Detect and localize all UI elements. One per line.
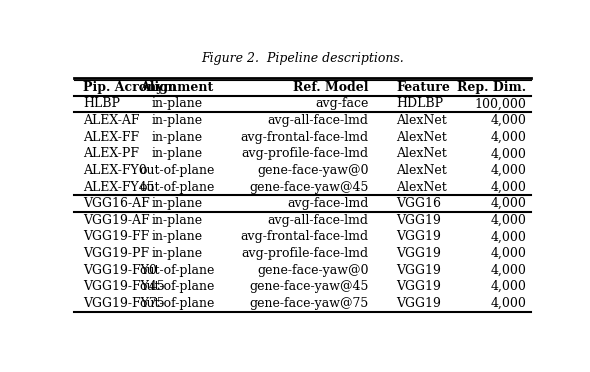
Text: in-plane: in-plane (151, 230, 202, 243)
Text: in-plane: in-plane (151, 147, 202, 160)
Text: AlexNet: AlexNet (396, 147, 447, 160)
Text: out-of-plane: out-of-plane (139, 164, 214, 177)
Text: 4,000: 4,000 (490, 297, 526, 310)
Text: 4,000: 4,000 (490, 264, 526, 276)
Text: Pip. Acronym: Pip. Acronym (83, 81, 176, 94)
Text: ALEX-FY45: ALEX-FY45 (83, 180, 155, 193)
Text: avg-face-lmd: avg-face-lmd (287, 197, 369, 210)
Text: 4,000: 4,000 (490, 180, 526, 193)
Text: 4,000: 4,000 (490, 147, 526, 160)
Text: Ref. Model: Ref. Model (293, 81, 369, 94)
Text: avg-all-face-lmd: avg-all-face-lmd (268, 114, 369, 127)
Text: gene-face-yaw@0: gene-face-yaw@0 (257, 264, 369, 276)
Text: VGG19-PF: VGG19-PF (83, 247, 149, 260)
Text: avg-all-face-lmd: avg-all-face-lmd (268, 214, 369, 227)
Text: VGG19-FF: VGG19-FF (83, 230, 149, 243)
Text: avg-frontal-face-lmd: avg-frontal-face-lmd (241, 230, 369, 243)
Text: 4,000: 4,000 (490, 280, 526, 293)
Text: 4,000: 4,000 (490, 164, 526, 177)
Text: in-plane: in-plane (151, 247, 202, 260)
Text: ALEX-FF: ALEX-FF (83, 131, 139, 144)
Text: VGG16: VGG16 (396, 197, 441, 210)
Text: in-plane: in-plane (151, 114, 202, 127)
Text: ALEX-FY0: ALEX-FY0 (83, 164, 147, 177)
Text: avg-profile-face-lmd: avg-profile-face-lmd (241, 247, 369, 260)
Text: out-of-plane: out-of-plane (139, 264, 214, 276)
Text: gene-face-yaw@45: gene-face-yaw@45 (250, 180, 369, 193)
Text: 100,000: 100,000 (474, 97, 526, 110)
Text: AlexNet: AlexNet (396, 114, 447, 127)
Text: ALEX-PF: ALEX-PF (83, 147, 139, 160)
Text: VGG19: VGG19 (396, 297, 441, 310)
Text: VGG19: VGG19 (396, 247, 441, 260)
Text: avg-profile-face-lmd: avg-profile-face-lmd (241, 147, 369, 160)
Text: Feature: Feature (396, 81, 450, 94)
Text: ALEX-AF: ALEX-AF (83, 114, 139, 127)
Text: VGG19: VGG19 (396, 264, 441, 276)
Text: AlexNet: AlexNet (396, 131, 447, 144)
Text: out-of-plane: out-of-plane (139, 297, 214, 310)
Text: 4,000: 4,000 (490, 114, 526, 127)
Text: VGG19-FY75: VGG19-FY75 (83, 297, 165, 310)
Text: HLBP: HLBP (83, 97, 120, 110)
Text: VGG16-AF: VGG16-AF (83, 197, 150, 210)
Text: VGG19-FY45: VGG19-FY45 (83, 280, 165, 293)
Text: gene-face-yaw@0: gene-face-yaw@0 (257, 164, 369, 177)
Text: in-plane: in-plane (151, 131, 202, 144)
Text: VGG19: VGG19 (396, 230, 441, 243)
Text: avg-face: avg-face (315, 97, 369, 110)
Text: VGG19: VGG19 (396, 214, 441, 227)
Text: out-of-plane: out-of-plane (139, 180, 214, 193)
Text: Alignment: Alignment (140, 81, 213, 94)
Text: in-plane: in-plane (151, 97, 202, 110)
Text: out-of-plane: out-of-plane (139, 280, 214, 293)
Text: Rep. Dim.: Rep. Dim. (457, 81, 526, 94)
Text: 4,000: 4,000 (490, 214, 526, 227)
Text: in-plane: in-plane (151, 197, 202, 210)
Text: AlexNet: AlexNet (396, 164, 447, 177)
Text: AlexNet: AlexNet (396, 180, 447, 193)
Text: 4,000: 4,000 (490, 230, 526, 243)
Text: HDLBP: HDLBP (396, 97, 443, 110)
Text: 4,000: 4,000 (490, 131, 526, 144)
Text: VGG19-FY0: VGG19-FY0 (83, 264, 157, 276)
Text: VGG19: VGG19 (396, 280, 441, 293)
Text: VGG19-AF: VGG19-AF (83, 214, 149, 227)
Text: gene-face-yaw@45: gene-face-yaw@45 (250, 280, 369, 293)
Text: 4,000: 4,000 (490, 247, 526, 260)
Text: avg-frontal-face-lmd: avg-frontal-face-lmd (241, 131, 369, 144)
Text: Figure 2.  Pipeline descriptions.: Figure 2. Pipeline descriptions. (201, 52, 404, 65)
Text: 4,000: 4,000 (490, 197, 526, 210)
Text: in-plane: in-plane (151, 214, 202, 227)
Text: gene-face-yaw@75: gene-face-yaw@75 (250, 297, 369, 310)
